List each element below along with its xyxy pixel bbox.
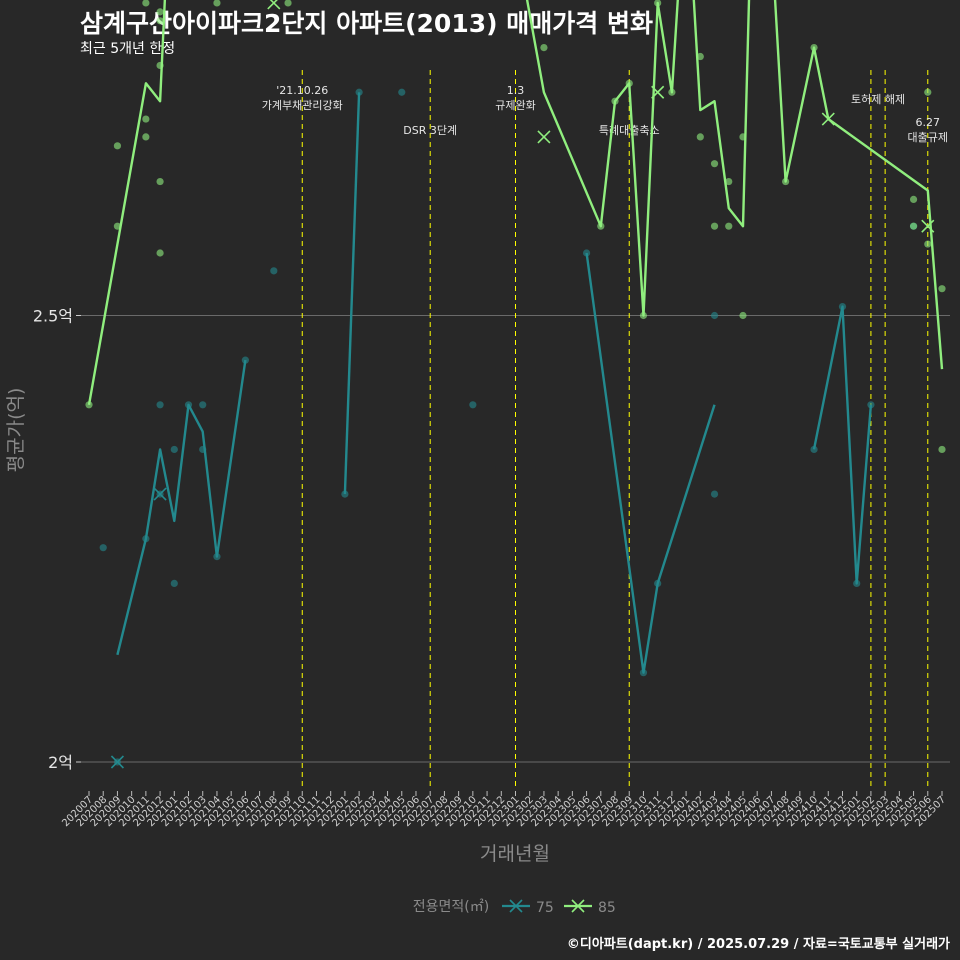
point-85 xyxy=(156,17,164,25)
x-marker-85 xyxy=(821,112,835,126)
point-75 xyxy=(654,579,662,588)
point-75 xyxy=(142,535,150,543)
point-85 xyxy=(739,311,747,320)
point-75 xyxy=(199,445,207,454)
point-85 xyxy=(639,311,648,320)
point-75 xyxy=(270,267,278,275)
point-75 xyxy=(398,88,406,96)
point-85 xyxy=(142,133,150,141)
point-85 xyxy=(909,222,918,230)
point-75 xyxy=(582,249,591,257)
point-85 xyxy=(611,97,619,105)
point-85 xyxy=(725,222,733,230)
point-75 xyxy=(213,553,221,561)
point-85 xyxy=(85,401,93,409)
point-75 xyxy=(710,311,719,320)
point-75 xyxy=(639,669,648,677)
x-axis-title: 거래년월 xyxy=(480,843,550,865)
point-75 xyxy=(710,490,719,498)
event-label: 토허제 해제 xyxy=(851,92,905,106)
legend: 전용면적(㎡) 75 85 xyxy=(413,899,616,916)
point-85 xyxy=(156,8,164,16)
point-85 xyxy=(540,44,548,52)
point-75 xyxy=(199,401,207,409)
event-label: '21.10.26 xyxy=(276,84,328,97)
point-85 xyxy=(213,0,221,7)
point-85 xyxy=(156,249,164,257)
point-75 xyxy=(838,302,847,311)
point-75 xyxy=(355,88,363,96)
y-tick-label: 2억 xyxy=(48,753,73,772)
point-85 xyxy=(739,133,747,141)
series-line-75 xyxy=(812,305,873,585)
point-75 xyxy=(853,579,861,588)
point-85 xyxy=(725,177,733,186)
point-85 xyxy=(696,133,704,141)
point-85 xyxy=(710,222,719,230)
point-85 xyxy=(924,88,932,96)
point-85 xyxy=(625,79,633,87)
point-85 xyxy=(597,222,605,230)
point-85 xyxy=(668,88,676,96)
x-marker-85 xyxy=(651,85,665,99)
point-85 xyxy=(938,445,946,454)
y-axis-ticks: 2억2.5억3억3.5억 xyxy=(33,307,81,772)
legend-label-85: 85 xyxy=(598,900,616,916)
series-line-75 xyxy=(585,252,716,674)
event-label: DSR 3단계 xyxy=(403,124,457,137)
event-label: 1.3 xyxy=(507,84,525,97)
point-85 xyxy=(156,61,164,70)
point-85 xyxy=(654,0,662,7)
legend-label-75: 75 xyxy=(536,900,554,916)
series-line-75 xyxy=(116,359,247,656)
event-label: 규제완화 xyxy=(495,99,535,112)
grid-lines xyxy=(79,315,950,763)
legend-key-x-85 xyxy=(571,899,585,913)
point-85 xyxy=(710,160,719,168)
point-75 xyxy=(170,579,178,588)
point-85 xyxy=(810,44,818,52)
series-line-75 xyxy=(343,92,361,495)
point-85 xyxy=(142,0,150,7)
x-marker-85 xyxy=(267,0,281,10)
point-85 xyxy=(782,177,790,186)
y-axis-title: 평균가(억) xyxy=(5,388,27,473)
legend-key-x-75 xyxy=(509,899,523,913)
event-label: 6.27 xyxy=(916,116,941,129)
point-75 xyxy=(184,401,193,409)
source-caption: ©디아파트(dapt.kr) / 2025.07.29 / 자료=국토교통부 실… xyxy=(566,937,950,952)
point-85 xyxy=(284,0,292,7)
x-marker-85 xyxy=(921,219,935,233)
point-85 xyxy=(924,240,932,248)
x-axis-ticks: 2020072020082020092020102020112020122021… xyxy=(60,791,948,829)
point-85 xyxy=(909,195,918,204)
point-75 xyxy=(156,401,164,409)
chart-subtitle: 최근 5개년 한정 xyxy=(80,41,176,57)
point-85 xyxy=(113,222,122,230)
x-marker-85 xyxy=(537,130,551,144)
point-75 xyxy=(170,445,178,454)
point-85 xyxy=(142,115,150,123)
legend-title: 전용면적(㎡) xyxy=(413,899,489,915)
y-tick-label: 2.5억 xyxy=(33,307,73,326)
x-marker-75 xyxy=(110,755,124,769)
point-75 xyxy=(810,445,818,454)
point-75 xyxy=(99,544,107,552)
point-75 xyxy=(341,490,349,498)
point-75 xyxy=(241,356,249,364)
event-label: 대출규제 xyxy=(908,131,948,144)
x-markers xyxy=(110,0,935,769)
event-label: 가계부채관리강화 xyxy=(262,99,343,112)
point-85 xyxy=(696,52,704,61)
point-85 xyxy=(156,177,164,186)
point-85 xyxy=(938,285,946,293)
point-75 xyxy=(867,401,875,409)
point-85 xyxy=(113,142,122,150)
chart-title: 삼계구산아이파크2단지 아파트(2013) 매매가격 변화 xyxy=(80,9,653,38)
point-75 xyxy=(469,401,477,409)
event-label: 특례대출축소 xyxy=(599,124,660,137)
x-marker-75 xyxy=(153,487,167,501)
